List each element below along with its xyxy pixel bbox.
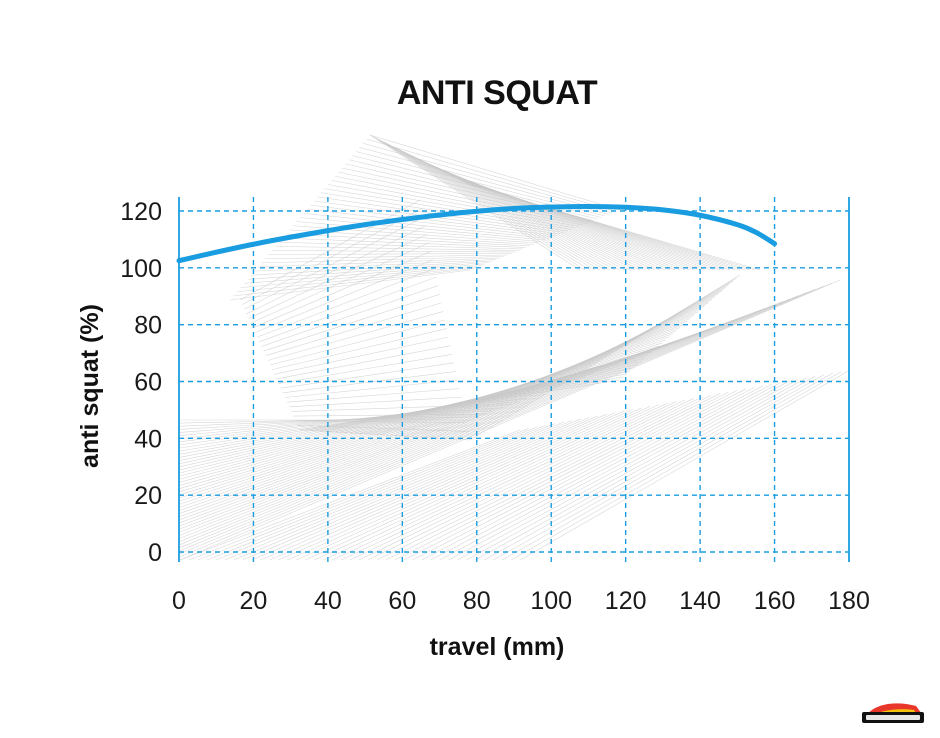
x-axis-label: travel (mm): [430, 633, 565, 661]
y-tick-labels: 0 20 40 60 80 100 120: [120, 198, 162, 567]
y-tick-label: 100: [120, 255, 162, 283]
x-tick-label: 80: [463, 587, 491, 615]
x-tick-label: 20: [240, 587, 268, 615]
x-tick-label: 40: [314, 587, 342, 615]
grid: [178, 197, 850, 562]
series-layer: [176, 203, 778, 264]
y-tick-label: 0: [148, 539, 162, 567]
y-tick-label: 60: [134, 369, 162, 397]
series-line-0: [176, 203, 778, 264]
y-tick-label: 80: [134, 312, 162, 340]
x-tick-label: 180: [828, 587, 870, 615]
y-tick-label: 120: [120, 198, 162, 226]
watermark-logo: [862, 703, 924, 723]
x-tick-labels: 0 20 40 60 80 100 120 140 160 180: [172, 587, 870, 615]
x-tick-label: 120: [605, 587, 647, 615]
background-line-art: [179, 134, 851, 561]
x-tick-label: 140: [679, 587, 721, 615]
x-tick-label: 0: [172, 587, 186, 615]
y-tick-label: 40: [134, 425, 162, 453]
y-axis-label: anti squat (%): [76, 304, 104, 468]
x-tick-label: 160: [754, 587, 796, 615]
y-tick-label: 20: [134, 482, 162, 510]
x-tick-label: 100: [530, 587, 572, 615]
x-tick-label: 60: [388, 587, 416, 615]
chart-title: ANTI SQUAT: [397, 74, 598, 112]
